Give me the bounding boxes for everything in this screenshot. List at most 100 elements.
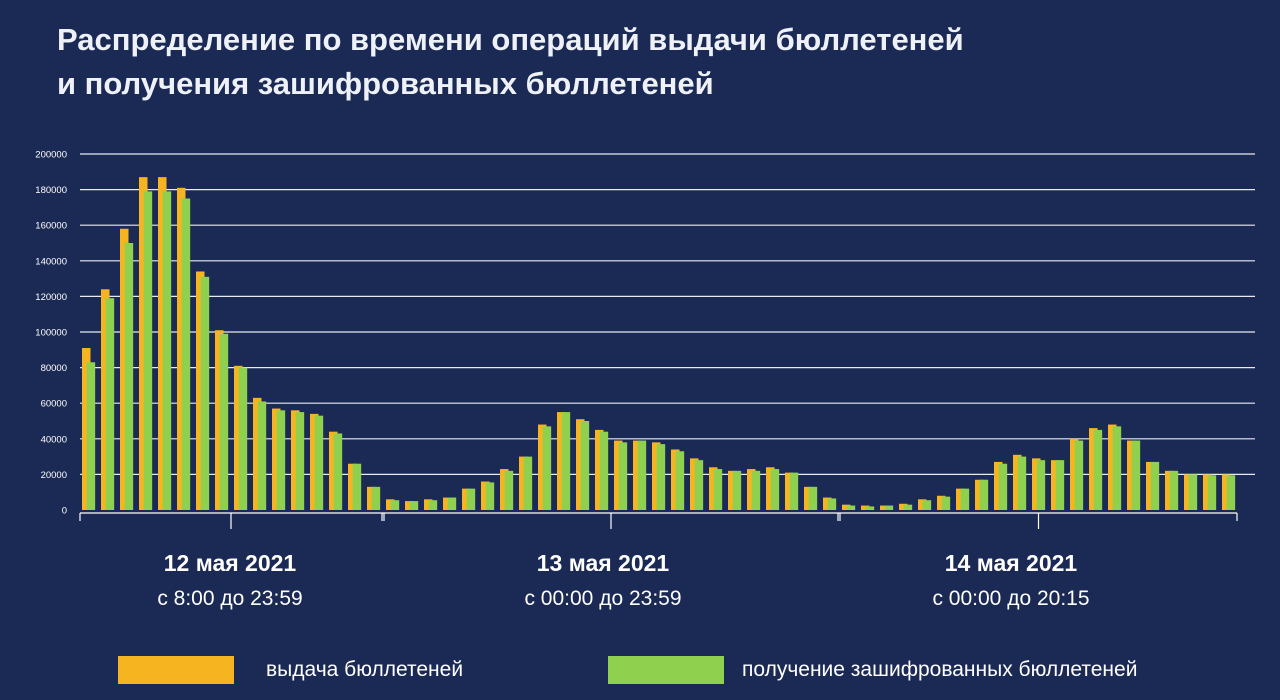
- legend-label-received: получение зашифрованных бюллетеней: [742, 658, 1138, 681]
- bar-received-31: [675, 451, 685, 510]
- day-3-time: с 00:00 до 20:15: [932, 587, 1090, 610]
- bar-received-54: [1112, 426, 1122, 510]
- bar-issued-14: [348, 463, 357, 510]
- bar-issued-0: [82, 348, 91, 510]
- bar-received-22: [504, 470, 514, 510]
- day-1-date: 12 мая 2021: [163, 550, 297, 576]
- day-label-1: 12 мая 2021 с 8:00 до 23:59: [80, 549, 380, 613]
- bar-issued-13: [329, 431, 338, 510]
- bar-issued-22: [500, 469, 509, 510]
- bar-received-16: [390, 500, 400, 510]
- bar-issued-44: [918, 499, 927, 510]
- day-1-time: с 8:00 до 23:59: [157, 587, 303, 610]
- bar-issued-30: [652, 442, 661, 510]
- bar-received-43: [903, 504, 913, 510]
- bar-issued-47: [975, 479, 984, 510]
- bar-issued-21: [481, 481, 490, 510]
- y-tick-label-3: 60000: [41, 399, 67, 410]
- bar-issued-31: [671, 449, 680, 510]
- bar-issued-25: [557, 412, 566, 510]
- bar-issued-10: [272, 408, 281, 510]
- bar-received-49: [1017, 456, 1027, 510]
- y-tick-label-10: 200000: [35, 150, 67, 161]
- bar-issued-3: [139, 177, 148, 510]
- bar-received-58: [1188, 474, 1198, 510]
- bar-issued-36: [766, 467, 775, 510]
- bar-issued-6: [196, 271, 205, 510]
- bar-received-55: [1131, 440, 1141, 510]
- bar-issued-38: [804, 486, 813, 510]
- y-tick-label-8: 160000: [35, 221, 67, 232]
- bar-issued-51: [1051, 460, 1060, 510]
- bar-received-20: [466, 488, 476, 510]
- bar-issued-11: [291, 410, 300, 510]
- bar-received-21: [485, 482, 495, 510]
- chart-title: Распределение по времени операций выдачи…: [57, 18, 1217, 106]
- bar-issued-17: [405, 501, 414, 510]
- bar-issued-43: [899, 503, 908, 510]
- bar-received-38: [808, 486, 818, 510]
- bar-received-35: [751, 470, 761, 510]
- bar-received-52: [1074, 440, 1084, 510]
- bar-issued-9: [253, 397, 262, 510]
- bar-received-12: [314, 415, 324, 510]
- y-tick-label-0: 0: [62, 506, 67, 517]
- title-line-1: Распределение по времени операций выдачи…: [57, 22, 964, 57]
- bar-issued-7: [215, 330, 224, 510]
- bar-received-39: [827, 498, 837, 510]
- bar-received-60: [1226, 475, 1236, 510]
- day-2-date: 13 мая 2021: [536, 550, 670, 576]
- bar-issued-41: [861, 505, 870, 510]
- bar-received-14: [352, 463, 362, 510]
- bar-received-50: [1036, 460, 1046, 510]
- bar-received-10: [276, 410, 286, 510]
- y-tick-label-2: 40000: [41, 434, 67, 445]
- bar-chart: 0 20000 40000 60000 80000 100000 120000 140000 1…: [35, 150, 1255, 529]
- bar-received-46: [960, 488, 970, 510]
- bar-received-19: [447, 497, 457, 510]
- bar-received-44: [922, 500, 932, 510]
- bar-issued-15: [367, 486, 376, 510]
- bar-issued-18: [424, 499, 433, 510]
- bar-received-57: [1169, 470, 1179, 510]
- bar-received-30: [656, 444, 666, 510]
- bar-issued-57: [1165, 470, 1174, 510]
- bar-issued-24: [538, 424, 547, 510]
- bar-issued-2: [120, 228, 129, 510]
- bar-received-6: [200, 276, 210, 510]
- bar-issued-40: [842, 504, 851, 510]
- bar-issued-5: [177, 187, 186, 510]
- bar-received-47: [979, 479, 989, 510]
- bar-received-42: [884, 505, 894, 510]
- bar-issued-20: [462, 488, 471, 510]
- y-tick-label-9: 180000: [35, 185, 67, 196]
- day-3-date: 14 мая 2021: [944, 550, 1078, 576]
- bar-issued-33: [709, 467, 718, 510]
- bar-issued-52: [1070, 438, 1079, 510]
- bar-received-36: [770, 469, 780, 510]
- bar-received-15: [371, 486, 381, 510]
- bar-received-33: [713, 469, 723, 510]
- bar-issued-27: [595, 429, 604, 510]
- bar-issued-45: [937, 495, 946, 510]
- bar-issued-39: [823, 497, 832, 510]
- bar-issued-4: [158, 177, 167, 510]
- bar-issued-8: [234, 365, 243, 510]
- bar-received-29: [637, 440, 647, 510]
- bar-received-34: [732, 470, 742, 510]
- bar-issued-48: [994, 461, 1003, 510]
- bar-received-45: [941, 496, 951, 510]
- y-tick-label-1: 20000: [41, 470, 67, 481]
- bar-received-24: [542, 426, 552, 510]
- y-tick-label-6: 120000: [35, 292, 67, 303]
- bar-issued-46: [956, 488, 965, 510]
- day-label-3: 14 мая 2021 с 00:00 до 20:15: [861, 549, 1161, 613]
- bar-received-23: [523, 456, 533, 510]
- bar-issued-56: [1146, 461, 1155, 510]
- bar-received-26: [580, 421, 590, 510]
- bar-issued-12: [310, 413, 319, 510]
- bar-issued-32: [690, 458, 699, 510]
- bar-received-51: [1055, 460, 1065, 510]
- bar-issued-28: [614, 440, 623, 510]
- bar-issued-16: [386, 499, 395, 510]
